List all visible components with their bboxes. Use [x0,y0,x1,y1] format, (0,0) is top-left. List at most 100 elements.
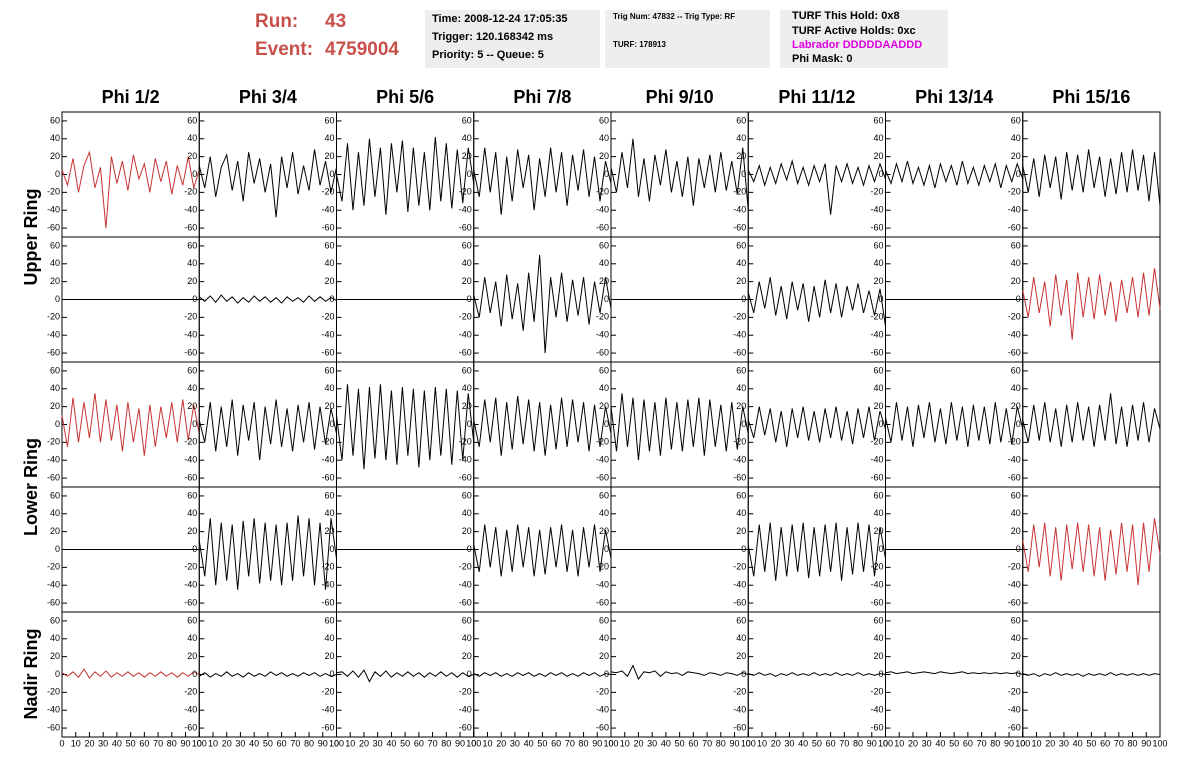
y-tick-label: 0 [604,169,609,179]
y-tick-label: 20 [462,526,472,536]
y-tick-label: 40 [50,133,60,143]
y-tick-label: -60 [47,722,60,732]
y-tick-label: 0 [55,544,60,554]
waveform [198,515,337,590]
y-tick-label: 0 [878,169,883,179]
x-tick-label: 70 [839,738,849,748]
y-tick-label: 0 [329,169,334,179]
x-tick-label: 90 [455,738,465,748]
x-tick-label: 40 [249,738,259,748]
waveform [336,384,475,470]
x-tick-label: 30 [235,738,245,748]
y-tick-label: 20 [462,651,472,661]
y-tick-label: 0 [604,294,609,304]
y-tick-label: -60 [321,347,334,357]
waveform [473,524,612,577]
y-tick-label: 0 [1016,419,1021,429]
y-tick-label: 40 [599,383,609,393]
y-tick-label: -40 [321,580,334,590]
x-tick-label: 30 [647,738,657,748]
y-tick-label: 40 [462,383,472,393]
y-tick-label: -20 [1008,687,1021,697]
info-text: Labrador DDDDDAADDD [792,39,922,51]
y-tick-label: 0 [741,544,746,554]
y-tick-label: 0 [604,544,609,554]
y-tick-label: 60 [873,615,883,625]
y-tick-label: -20 [870,187,883,197]
y-tick-label: -60 [459,722,472,732]
y-tick-label: 60 [1011,115,1021,125]
y-tick-label: 60 [736,240,746,250]
x-tick-label: 10 [1031,738,1041,748]
y-tick-label: 20 [50,151,60,161]
y-tick-label: 20 [599,151,609,161]
y-tick-label: 60 [462,615,472,625]
y-tick-label: 20 [187,401,197,411]
waveform [610,138,749,211]
x-tick-label: 0 [59,738,64,748]
y-tick-label: -40 [459,705,472,715]
y-tick-label: 0 [329,669,334,679]
panel-frame [1022,111,1161,238]
y-tick-label: 20 [599,401,609,411]
y-tick-label: -20 [321,187,334,197]
y-tick-label: -60 [321,722,334,732]
y-tick-label: 60 [324,615,334,625]
y-tick-label: -20 [184,312,197,322]
x-tick-label: 50 [949,738,959,748]
y-tick-label: 60 [187,490,197,500]
run-label: Run: [255,11,298,32]
y-tick-label: -60 [596,597,609,607]
x-tick-label: 30 [373,738,383,748]
x-tick-label: 100 [1015,738,1030,748]
y-tick-label: 60 [462,365,472,375]
x-tick-label: 30 [510,738,520,748]
y-tick-label: 0 [467,169,472,179]
x-tick-label: 10 [757,738,767,748]
column-header: Phi 1/2 [102,87,160,107]
y-tick-label: -40 [596,580,609,590]
y-tick-label: 0 [741,669,746,679]
y-tick-label: -40 [870,455,883,465]
y-tick-label: 20 [736,151,746,161]
y-tick-label: 40 [873,633,883,643]
y-tick-label: -40 [733,705,746,715]
y-tick-label: 20 [736,526,746,536]
y-tick-label: 20 [599,526,609,536]
y-tick-label: -20 [459,312,472,322]
y-tick-label: 60 [599,365,609,375]
y-tick-label: 20 [1011,151,1021,161]
column-header: Phi 3/4 [239,87,297,107]
y-tick-label: 60 [462,115,472,125]
y-tick-label: 60 [736,365,746,375]
y-tick-label: 0 [192,169,197,179]
y-tick-label: 40 [324,633,334,643]
y-tick-label: -40 [1008,205,1021,215]
y-tick-label: 40 [462,258,472,268]
y-tick-label: 0 [1016,544,1021,554]
x-tick-label: 50 [400,738,410,748]
info-text: TURF This Hold: 0x8 [792,10,900,22]
y-tick-label: 60 [50,365,60,375]
y-tick-label: 40 [187,508,197,518]
y-tick-label: -20 [1008,437,1021,447]
y-tick-label: 20 [873,276,883,286]
info-text: Time: 2008-12-24 17:05:35 [432,13,568,25]
y-tick-label: -20 [459,687,472,697]
y-tick-label: 20 [324,651,334,661]
info-text: TURF Active Holds: 0xc [792,25,916,37]
y-tick-label: 60 [599,490,609,500]
y-tick-label: 40 [187,633,197,643]
y-tick-label: -20 [184,562,197,572]
y-tick-label: -20 [184,437,197,447]
y-tick-label: 60 [1011,615,1021,625]
y-tick-label: 60 [873,115,883,125]
info-text: TURF: 178913 [613,40,666,49]
y-tick-label: -40 [733,580,746,590]
y-tick-label: 40 [599,133,609,143]
y-tick-label: -20 [870,687,883,697]
x-tick-label: 100 [466,738,481,748]
x-tick-label: 10 [620,738,630,748]
y-tick-label: 60 [736,115,746,125]
